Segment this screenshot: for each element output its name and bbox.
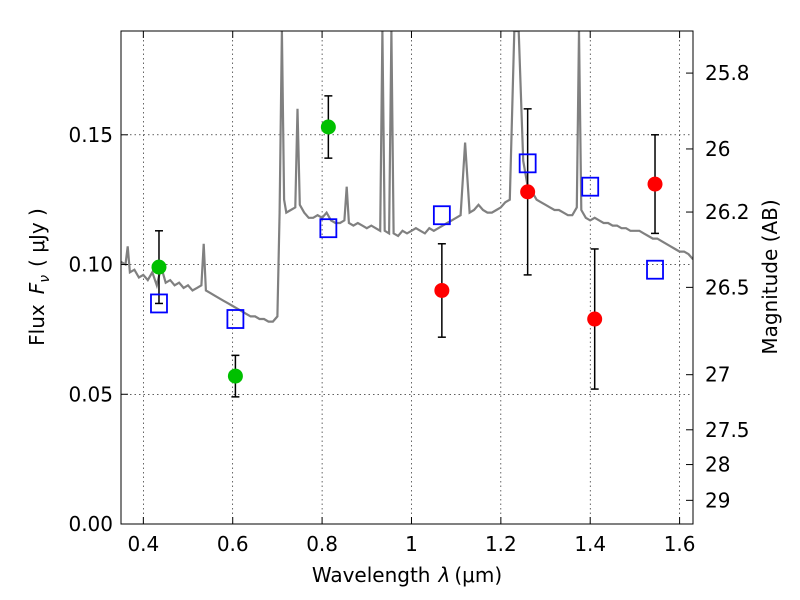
- right-tick-label: 27: [705, 363, 730, 387]
- model-photometry-square: [432, 205, 451, 226]
- y-tick-label: 0.10: [68, 253, 113, 277]
- right-tick-label: 27.5: [705, 418, 750, 442]
- right-tick-label: 26: [705, 137, 730, 161]
- red-data-point: [587, 311, 603, 327]
- model-photometry-square: [581, 176, 600, 197]
- x-axis-label: Wavelength λ (μm): [312, 563, 502, 587]
- x-tick-label: 1.4: [574, 532, 606, 556]
- x-tick-label: 0.6: [217, 532, 249, 556]
- green-data-point: [227, 368, 243, 384]
- green-data-point: [151, 259, 167, 275]
- error-bars: [154, 95, 660, 398]
- x-tick-label: 1.2: [485, 532, 517, 556]
- right-tick-label: 29: [705, 488, 730, 512]
- green-data-point: [320, 119, 336, 135]
- data-markers: [150, 119, 664, 384]
- right-tick-label: 25.8: [705, 61, 750, 85]
- plot-frame: [120, 30, 694, 525]
- model-photometry-square: [150, 293, 168, 314]
- right-tick-label: 26.2: [705, 200, 750, 224]
- y-tick-label: 0.15: [68, 123, 113, 147]
- red-data-point: [647, 176, 663, 192]
- y-tick-label: 0.00: [68, 512, 113, 536]
- model-photometry-square: [518, 153, 537, 174]
- x-tick-label: 1.6: [664, 532, 696, 556]
- y-axis-label: FluxFν( μJy ): [25, 208, 53, 346]
- y-tick-label: 0.05: [68, 382, 113, 406]
- right-tick-label: 26.5: [705, 275, 750, 299]
- x-tick-label: 1: [405, 532, 418, 556]
- grid-lines: [121, 31, 693, 524]
- right-axis-label: Magnitude (AB): [758, 199, 782, 354]
- tick-labels: 0.4 0.6 0.8 1 1.2 1.4 1.6 0.00 0.05 0.10 0.15 25.8 2…: [68, 61, 749, 556]
- model-photometry-square: [319, 218, 338, 239]
- red-data-point: [520, 184, 536, 200]
- x-tick-label: 0.8: [306, 532, 338, 556]
- right-tick-label: 28: [705, 453, 730, 477]
- axis-ticks: [121, 31, 693, 525]
- x-tick-label: 0.4: [127, 532, 159, 556]
- model-spectrum-line: [121, 31, 693, 323]
- red-data-point: [434, 282, 450, 298]
- model-photometry-square: [646, 259, 664, 280]
- model-photometry-square: [226, 309, 245, 329]
- model-spectrum: [121, 31, 693, 323]
